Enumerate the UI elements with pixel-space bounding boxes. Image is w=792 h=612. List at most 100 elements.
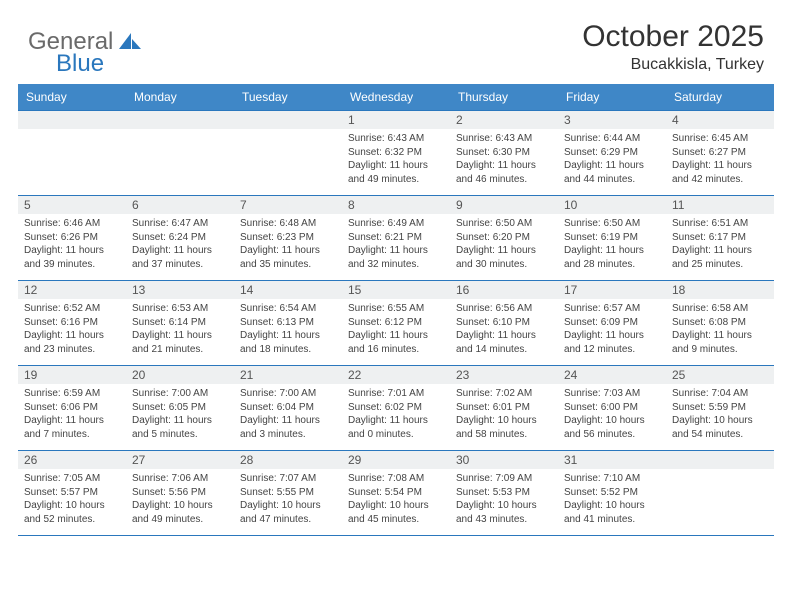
week-row: 26Sunrise: 7:05 AMSunset: 5:57 PMDayligh… <box>18 451 774 536</box>
day-number: 16 <box>450 281 558 299</box>
day-cell <box>234 111 342 195</box>
day-info-line: Sunset: 6:04 PM <box>240 401 336 415</box>
day-cell: 19Sunrise: 6:59 AMSunset: 6:06 PMDayligh… <box>18 366 126 450</box>
day-info-line: Sunrise: 6:51 AM <box>672 217 768 231</box>
weeks-container: 1Sunrise: 6:43 AMSunset: 6:32 PMDaylight… <box>18 110 774 536</box>
day-info-line: Daylight: 11 hours <box>132 414 228 428</box>
day-info-line: Daylight: 11 hours <box>348 329 444 343</box>
day-info-line: Sunset: 6:00 PM <box>564 401 660 415</box>
day-info-line: Daylight: 10 hours <box>132 499 228 513</box>
day-number: 10 <box>558 196 666 214</box>
day-cell: 3Sunrise: 6:44 AMSunset: 6:29 PMDaylight… <box>558 111 666 195</box>
day-number: 20 <box>126 366 234 384</box>
day-cell: 31Sunrise: 7:10 AMSunset: 5:52 PMDayligh… <box>558 451 666 535</box>
day-info-line: and 35 minutes. <box>240 258 336 272</box>
day-info-line: and 37 minutes. <box>132 258 228 272</box>
day-cell: 14Sunrise: 6:54 AMSunset: 6:13 PMDayligh… <box>234 281 342 365</box>
day-info-line: and 47 minutes. <box>240 513 336 527</box>
day-number: 23 <box>450 366 558 384</box>
day-info-line: and 30 minutes. <box>456 258 552 272</box>
day-info-line: Daylight: 11 hours <box>456 329 552 343</box>
title-block: October 2025 Bucakkisla, Turkey <box>582 20 764 74</box>
day-info-line: Daylight: 11 hours <box>672 329 768 343</box>
day-info-line: Daylight: 11 hours <box>564 159 660 173</box>
day-info-line: Sunrise: 7:07 AM <box>240 472 336 486</box>
day-info-line: Daylight: 11 hours <box>132 329 228 343</box>
day-info-line: Sunrise: 7:02 AM <box>456 387 552 401</box>
day-cell <box>666 451 774 535</box>
day-number: 1 <box>342 111 450 129</box>
day-info-line: Sunset: 6:16 PM <box>24 316 120 330</box>
day-info-line: Sunrise: 6:57 AM <box>564 302 660 316</box>
day-info-line: Sunset: 5:53 PM <box>456 486 552 500</box>
day-info-line: Sunrise: 7:10 AM <box>564 472 660 486</box>
day-number: 24 <box>558 366 666 384</box>
day-number <box>234 111 342 129</box>
day-info-line: Sunrise: 6:50 AM <box>564 217 660 231</box>
day-info-line: Daylight: 11 hours <box>348 159 444 173</box>
day-info-line: Sunset: 6:05 PM <box>132 401 228 415</box>
day-cell: 1 Sunrise: 6:43 AMSunset: 6:32 PMDaylight… <box>342 111 450 195</box>
day-cell: 20Sunrise: 7:00 AMSunset: 6:05 PMDayligh… <box>126 366 234 450</box>
day-number: 22 <box>342 366 450 384</box>
day-info-line: Sunrise: 7:05 AM <box>24 472 120 486</box>
day-info-line: Daylight: 11 hours <box>672 244 768 258</box>
day-cell: 15Sunrise: 6:55 AMSunset: 6:12 PMDayligh… <box>342 281 450 365</box>
day-info-line: and 43 minutes. <box>456 513 552 527</box>
day-info-line: Sunrise: 6:59 AM <box>24 387 120 401</box>
header: General Blue October 2025 Bucakkisla, Tu… <box>0 0 792 84</box>
day-info-line: Sunrise: 7:09 AM <box>456 472 552 486</box>
day-info-line: Sunrise: 6:43 AM <box>348 132 444 146</box>
day-number: 17 <box>558 281 666 299</box>
day-cell: 22Sunrise: 7:01 AMSunset: 6:02 PMDayligh… <box>342 366 450 450</box>
day-number: 14 <box>234 281 342 299</box>
day-header-cell: Saturday <box>666 84 774 110</box>
day-info-line: and 52 minutes. <box>24 513 120 527</box>
week-row: 1Sunrise: 6:43 AMSunset: 6:32 PMDaylight… <box>18 110 774 196</box>
week-row: 19Sunrise: 6:59 AMSunset: 6:06 PMDayligh… <box>18 366 774 451</box>
day-info-line: Daylight: 10 hours <box>564 499 660 513</box>
day-info-line: Sunset: 6:06 PM <box>24 401 120 415</box>
day-info-line: Daylight: 11 hours <box>24 329 120 343</box>
day-info-line: Sunset: 6:32 PM <box>348 146 444 160</box>
day-number: 29 <box>342 451 450 469</box>
day-info-line: Sunrise: 6:58 AM <box>672 302 768 316</box>
day-info-line: Sunrise: 6:46 AM <box>24 217 120 231</box>
day-cell: 8Sunrise: 6:49 AMSunset: 6:21 PMDaylight… <box>342 196 450 280</box>
day-info-line: Daylight: 10 hours <box>564 414 660 428</box>
day-number: 18 <box>666 281 774 299</box>
day-info-line: Sunset: 6:23 PM <box>240 231 336 245</box>
day-info-line: and 58 minutes. <box>456 428 552 442</box>
day-info-line: Daylight: 11 hours <box>456 244 552 258</box>
day-info-line: and 49 minutes. <box>348 173 444 187</box>
day-info-line: Sunrise: 6:43 AM <box>456 132 552 146</box>
day-info-line: Sunset: 5:52 PM <box>564 486 660 500</box>
day-info-line: Daylight: 11 hours <box>132 244 228 258</box>
day-number: 4 <box>666 111 774 129</box>
day-info-line: Sunrise: 6:50 AM <box>456 217 552 231</box>
day-info-line: and 16 minutes. <box>348 343 444 357</box>
day-cell: 29Sunrise: 7:08 AMSunset: 5:54 PMDayligh… <box>342 451 450 535</box>
day-cell: 11Sunrise: 6:51 AMSunset: 6:17 PMDayligh… <box>666 196 774 280</box>
day-info-line: Sunset: 6:02 PM <box>348 401 444 415</box>
day-info-line: Sunset: 5:55 PM <box>240 486 336 500</box>
day-cell: 17Sunrise: 6:57 AMSunset: 6:09 PMDayligh… <box>558 281 666 365</box>
location: Bucakkisla, Turkey <box>582 56 764 74</box>
day-cell: 10Sunrise: 6:50 AMSunset: 6:19 PMDayligh… <box>558 196 666 280</box>
day-number: 7 <box>234 196 342 214</box>
day-number: 30 <box>450 451 558 469</box>
week-row: 12Sunrise: 6:52 AMSunset: 6:16 PMDayligh… <box>18 281 774 366</box>
day-info-line: Sunrise: 7:06 AM <box>132 472 228 486</box>
day-info-line: Sunset: 6:01 PM <box>456 401 552 415</box>
day-cell: 13Sunrise: 6:53 AMSunset: 6:14 PMDayligh… <box>126 281 234 365</box>
day-info-line: and 42 minutes. <box>672 173 768 187</box>
day-info-line: Daylight: 11 hours <box>24 414 120 428</box>
day-info-line: Sunrise: 6:44 AM <box>564 132 660 146</box>
day-header-cell: Thursday <box>450 84 558 110</box>
day-info-line: and 9 minutes. <box>672 343 768 357</box>
sail-icon <box>117 31 143 54</box>
day-info-line: Sunset: 5:59 PM <box>672 401 768 415</box>
day-info-line: Sunrise: 6:52 AM <box>24 302 120 316</box>
day-info-line: Sunset: 6:13 PM <box>240 316 336 330</box>
day-number <box>666 451 774 469</box>
